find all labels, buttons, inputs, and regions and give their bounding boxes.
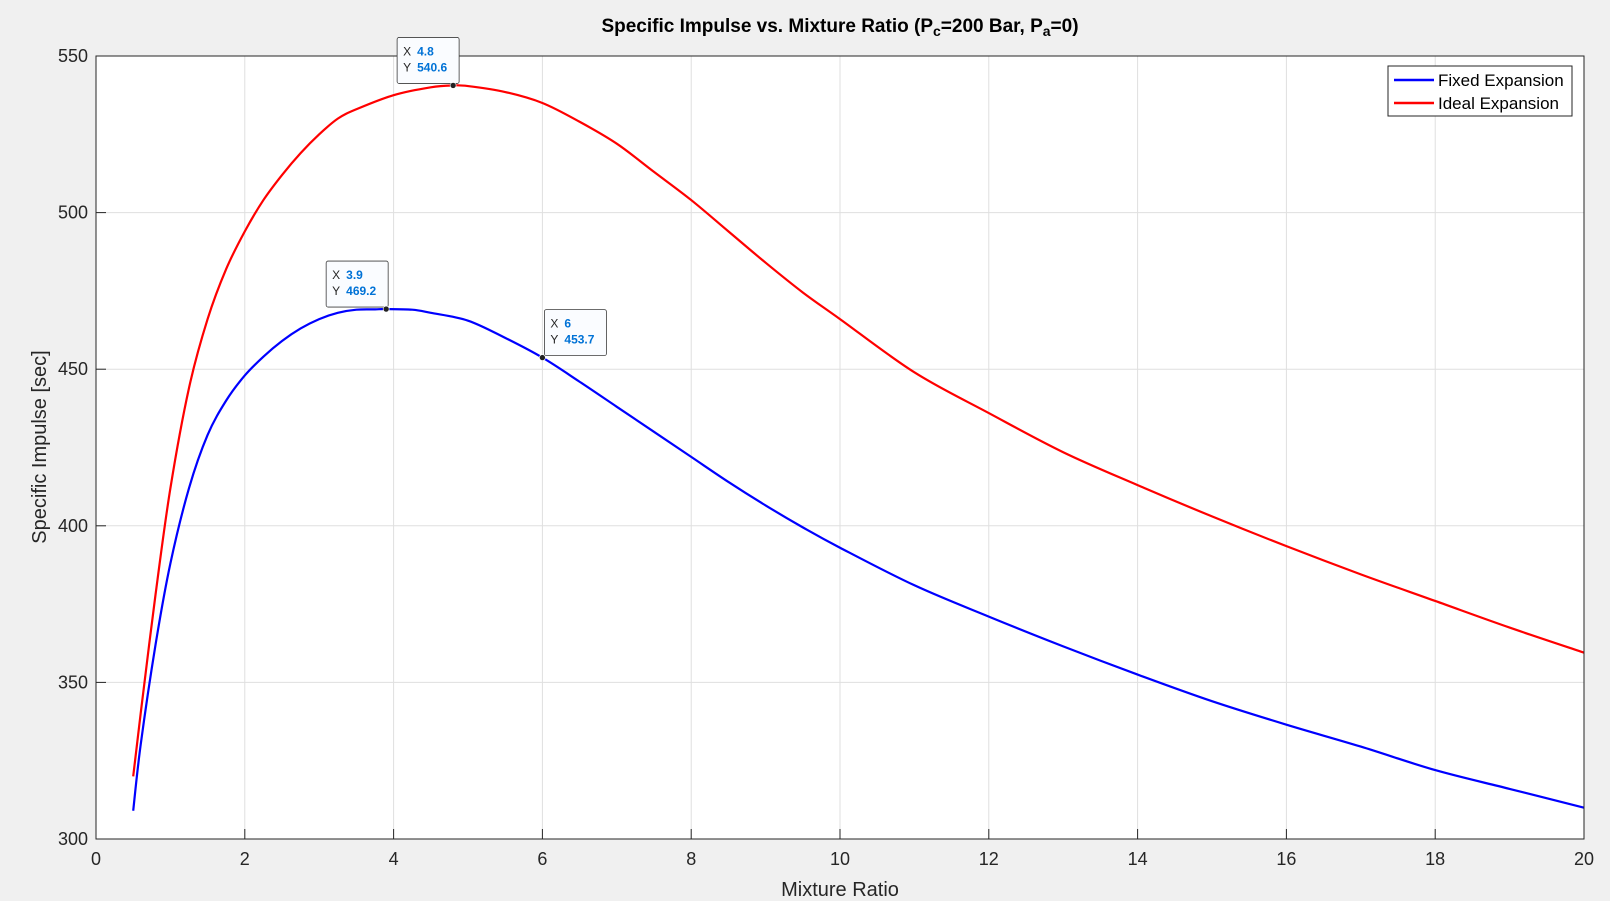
chart-title-text-post: =0) bbox=[1050, 16, 1079, 37]
data-tip-box bbox=[544, 309, 607, 357]
data-tip-marker bbox=[382, 305, 390, 313]
y-tick-label: 450 bbox=[58, 359, 88, 379]
data-tip-x-label: X bbox=[332, 268, 340, 282]
x-tick-label: 10 bbox=[830, 849, 850, 869]
data-tips: X 4.8Y 540.6X 3.9Y 469.2X 6Y 453.7 bbox=[325, 37, 607, 361]
y-tick-label: 400 bbox=[58, 516, 88, 536]
x-tick-label: 4 bbox=[389, 849, 399, 869]
chart-title-subscript-c: c bbox=[933, 23, 941, 39]
legend-label: Ideal Expansion bbox=[1438, 94, 1559, 113]
legend-box bbox=[1387, 65, 1573, 117]
x-tick-label: 14 bbox=[1128, 849, 1148, 869]
series-line-fixed-expansion bbox=[132, 307, 1585, 811]
data-tip-x-label: X bbox=[550, 317, 558, 331]
data-tip-x-value: 4.8 bbox=[417, 44, 434, 58]
x-tick-label: 2 bbox=[240, 849, 250, 869]
series-line-ideal-expansion bbox=[132, 84, 1585, 777]
data-tip: X 3.9 Y 469.2 bbox=[325, 260, 390, 313]
data-tip-x-value: 3.9 bbox=[346, 268, 363, 282]
y-tick-label: 300 bbox=[58, 829, 88, 849]
data-tip-box bbox=[396, 37, 460, 84]
x-tick-label: 6 bbox=[537, 849, 547, 869]
data-tip-marker bbox=[449, 82, 457, 89]
data-tip-y-label: Y bbox=[403, 60, 411, 74]
y-tick-label: 550 bbox=[58, 46, 88, 66]
y-axis-label: Specific Impulse [sec] bbox=[29, 350, 51, 543]
axis-ticks: 0 2 4 6 8 10 12 14 16 18 20 300 350 400 450 500 550 bbox=[58, 46, 1594, 869]
data-tip: X 4.8 Y 540.6 bbox=[396, 37, 460, 89]
y-tick-label: 350 bbox=[58, 672, 88, 692]
data-tip-y-value: 540.6 bbox=[417, 60, 447, 74]
data-tip-x-value: 6 bbox=[564, 317, 571, 331]
grid-lines bbox=[96, 56, 1584, 839]
x-tick-label: 12 bbox=[979, 849, 999, 869]
data-tip-box bbox=[325, 260, 389, 308]
legend: Fixed Expansion Ideal Expansion bbox=[1387, 65, 1573, 117]
x-tick-label: 20 bbox=[1574, 849, 1594, 869]
chart-title-subscript-a: a bbox=[1042, 23, 1051, 39]
data-tip: X 6Y 453.7 bbox=[539, 309, 607, 361]
x-tick-label: 18 bbox=[1425, 849, 1445, 869]
data-tip-y-label: Y bbox=[550, 333, 558, 347]
chart-title: Specific Impulse vs. Mixture Ratio (Pc=2… bbox=[96, 16, 1584, 39]
data-tip-marker bbox=[539, 354, 546, 361]
legend-label: Fixed Expansion bbox=[1438, 71, 1564, 90]
data-tip-y-label: Y bbox=[332, 284, 340, 298]
chart-title-text-mid: =200 Bar, P bbox=[940, 16, 1043, 37]
x-tick-label: 16 bbox=[1276, 849, 1296, 869]
data-tip-y-value: 453.7 bbox=[564, 333, 594, 347]
data-tip-y-value: 469.2 bbox=[346, 284, 376, 298]
series-group bbox=[132, 84, 1585, 811]
y-tick-label: 500 bbox=[58, 203, 88, 223]
x-axis-label: Mixture Ratio bbox=[781, 879, 899, 901]
x-tick-label: 8 bbox=[686, 849, 696, 869]
data-tip-x-label: X bbox=[403, 44, 411, 58]
chart-title-text-pre: Specific Impulse vs. Mixture Ratio (P bbox=[601, 16, 933, 37]
x-tick-label: 0 bbox=[91, 849, 101, 869]
